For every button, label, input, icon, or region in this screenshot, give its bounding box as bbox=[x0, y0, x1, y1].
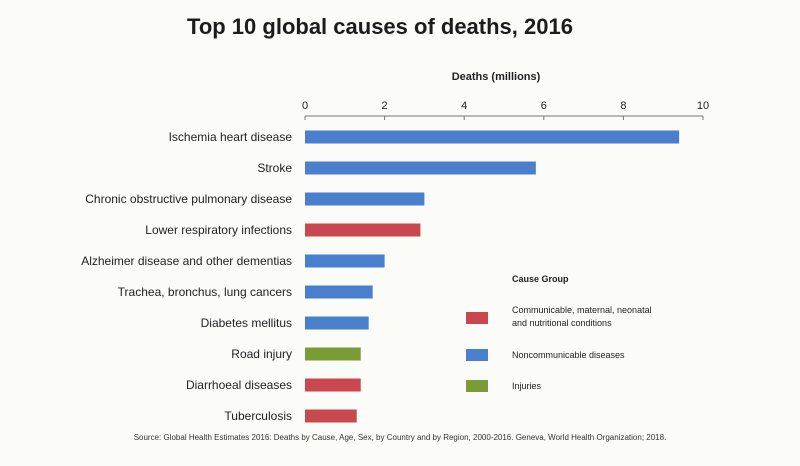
bar bbox=[305, 130, 680, 144]
category-label: Alzheimer disease and other dementias bbox=[81, 254, 292, 268]
category-label: Tuberculosis bbox=[224, 409, 292, 423]
legend-swatch bbox=[466, 380, 488, 392]
bar bbox=[305, 378, 361, 392]
x-tick-label: 10 bbox=[697, 100, 709, 112]
bar bbox=[305, 316, 369, 330]
bar bbox=[305, 223, 421, 237]
x-tick-label: 4 bbox=[461, 100, 467, 112]
legend-label: Communicable, maternal, neonatal and nutr… bbox=[512, 305, 652, 328]
category-label: Diarrhoeal diseases bbox=[186, 378, 292, 392]
category-label: Ischemia heart disease bbox=[169, 130, 293, 144]
category-label: Trachea, bronchus, lung cancers bbox=[118, 285, 292, 299]
legend-label: Noncommunicable diseases bbox=[512, 350, 625, 360]
legend-title: Cause Group bbox=[512, 274, 569, 284]
x-tick-label: 0 bbox=[302, 100, 308, 112]
source-note: Source: Global Health Estimates 2016: De… bbox=[133, 433, 667, 442]
legend-swatch bbox=[466, 349, 488, 361]
bar bbox=[305, 347, 361, 361]
bar bbox=[305, 254, 385, 268]
category-label: Diabetes mellitus bbox=[201, 316, 292, 330]
legend-label: Injuries bbox=[512, 381, 542, 391]
category-label: Chronic obstructive pulmonary disease bbox=[85, 192, 292, 206]
x-tick-label: 2 bbox=[382, 100, 388, 112]
category-label: Stroke bbox=[257, 161, 292, 175]
category-label: Lower respiratory infections bbox=[145, 223, 292, 237]
bar bbox=[305, 409, 357, 423]
bar bbox=[305, 285, 373, 299]
bar bbox=[305, 192, 425, 206]
x-tick-label: 6 bbox=[541, 100, 547, 112]
category-label: Road injury bbox=[231, 347, 292, 361]
chart-title: Top 10 global causes of deaths, 2016 bbox=[187, 14, 573, 39]
bar bbox=[305, 161, 536, 175]
legend-swatch bbox=[466, 312, 488, 324]
x-tick-label: 8 bbox=[620, 100, 626, 112]
x-axis-label: Deaths (millions) bbox=[452, 71, 541, 83]
